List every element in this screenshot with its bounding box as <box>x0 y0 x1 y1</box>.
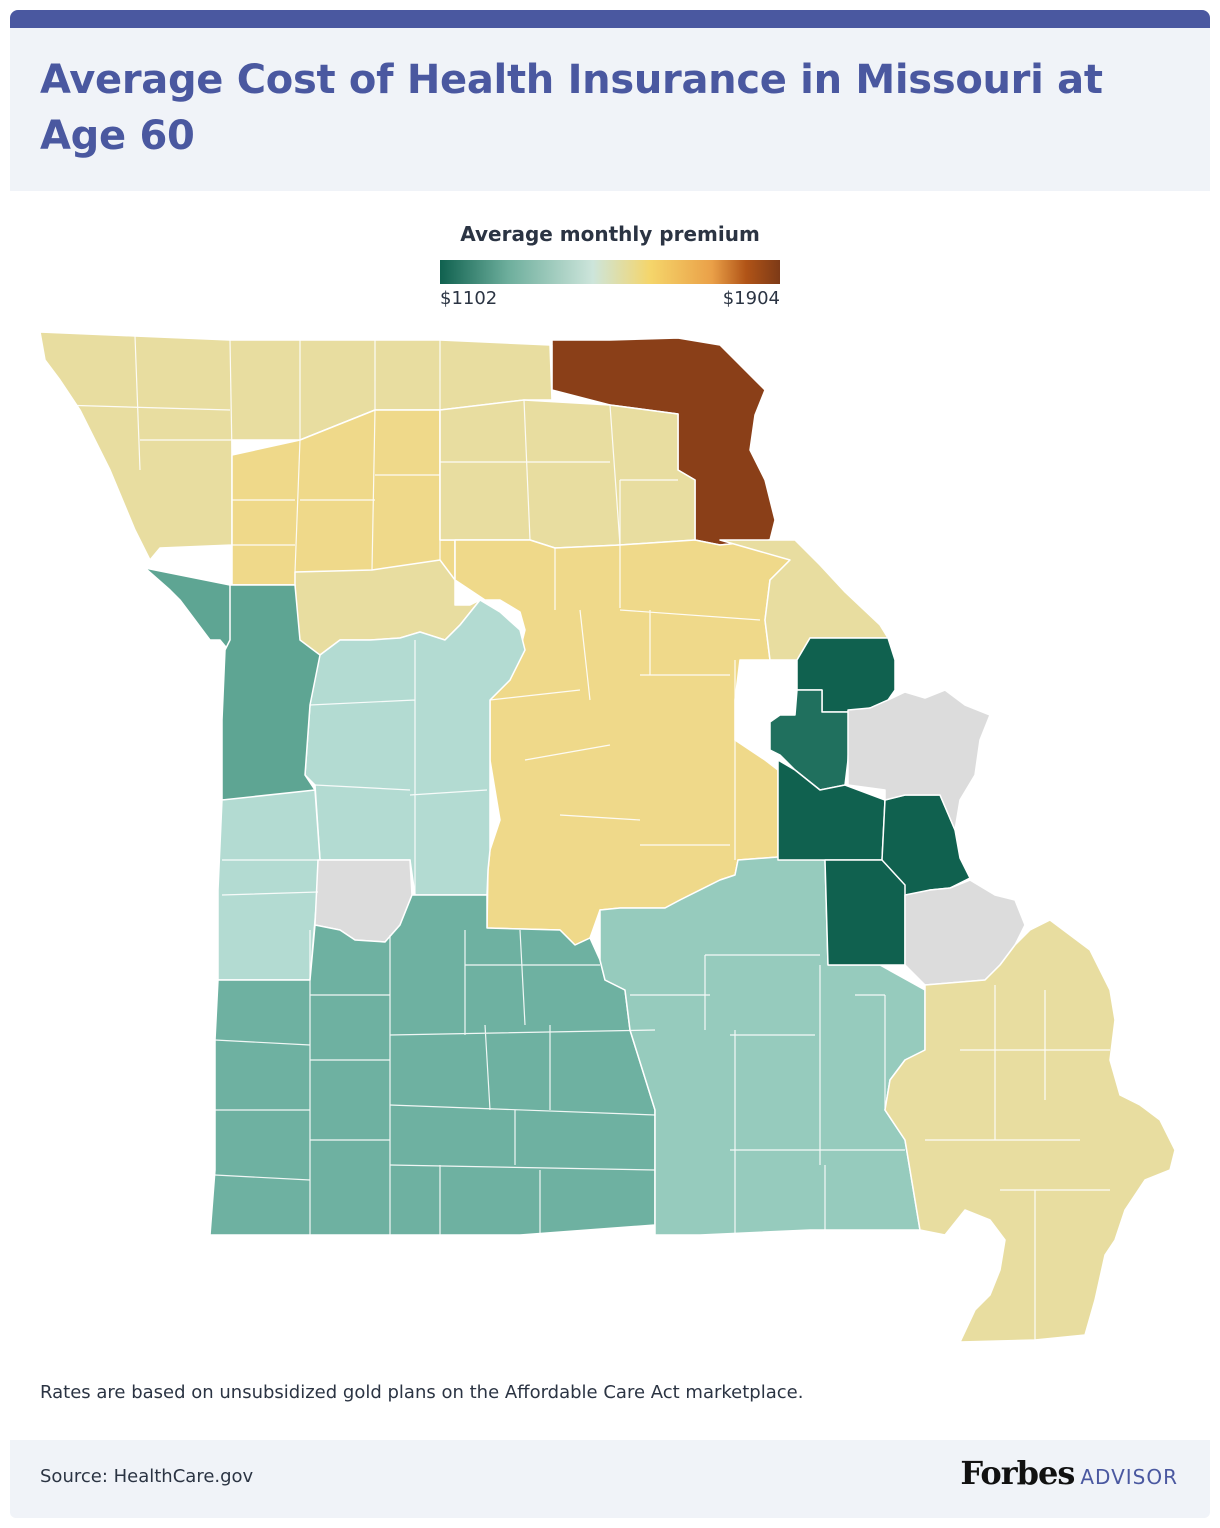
footnote: Rates are based on unsubsidized gold pla… <box>40 1382 804 1403</box>
county-region <box>884 919 1176 1343</box>
footer: Source: HealthCare.gov Forbes ADVISOR <box>10 1440 1210 1518</box>
legend-min-label: $1102 <box>440 288 498 309</box>
county-region <box>824 859 906 966</box>
county-region <box>439 399 696 549</box>
source-text: Source: HealthCare.gov <box>40 1466 254 1487</box>
page-title: Average Cost of Health Insurance in Miss… <box>40 57 1103 159</box>
forbes-advisor-logo: Forbes ADVISOR <box>960 1454 1178 1494</box>
logo-forbes-wordmark: Forbes <box>960 1454 1075 1492</box>
county-region <box>847 689 991 831</box>
top-accent-bar <box>10 10 1210 30</box>
legend-title: Average monthly premium <box>460 222 760 246</box>
legend: Average monthly premium $1102 $1904 <box>410 222 810 322</box>
legend-gradient-bar <box>440 260 780 284</box>
header: Average Cost of Health Insurance in Miss… <box>10 28 1210 191</box>
legend-max-label: $1904 <box>722 288 780 309</box>
county-region <box>217 789 321 981</box>
logo-advisor-wordmark: ADVISOR <box>1080 1465 1178 1489</box>
